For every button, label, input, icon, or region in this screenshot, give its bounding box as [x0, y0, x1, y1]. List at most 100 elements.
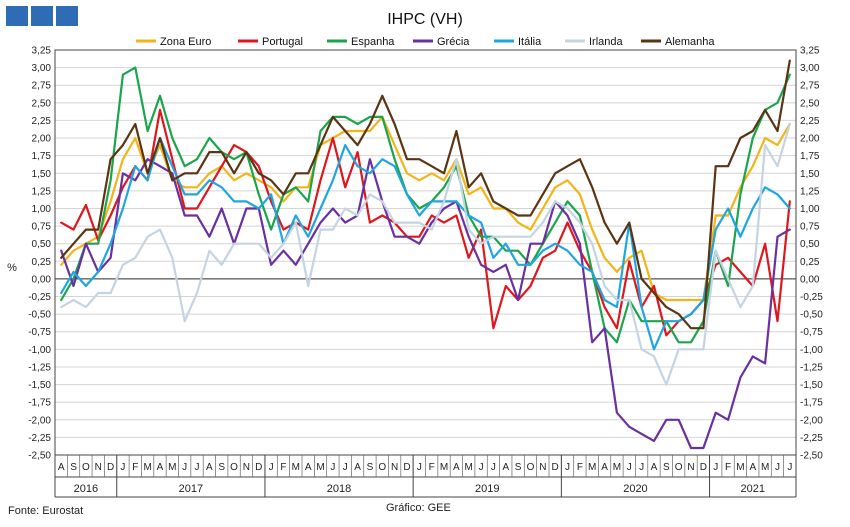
y-tick-label-right: -1,25 — [800, 362, 823, 373]
month-tick-label: S — [367, 462, 374, 473]
month-tick-label: J — [195, 462, 200, 473]
month-tick-label: J — [182, 462, 187, 473]
y-tick-label-right: 0,50 — [800, 239, 820, 250]
month-tick-label: A — [502, 462, 509, 473]
y-tick-label-left: -1,25 — [28, 362, 51, 373]
y-tick-label-right: -0,25 — [800, 292, 823, 303]
month-tick-label: D — [552, 462, 559, 473]
series-line — [60, 158, 791, 450]
plot-frame — [54, 49, 797, 456]
month-tick-label: J — [787, 462, 792, 473]
month-tick-label: J — [417, 462, 422, 473]
chart-title: IHPC (VH) — [387, 11, 463, 28]
year-label: 2017 — [179, 483, 203, 495]
y-tick-label-right: 3,00 — [800, 63, 820, 74]
y-tick-label-left: -0,25 — [28, 292, 51, 303]
y-tick-label-right: -1,75 — [800, 398, 823, 409]
year-label: 2016 — [74, 483, 98, 495]
month-tick-label: O — [230, 462, 238, 473]
month-tick-label: O — [82, 462, 90, 473]
y-tick-label-right: -2,50 — [800, 451, 823, 462]
footer-credit: Gráfico: GEE — [386, 502, 451, 514]
year-label: 2021 — [741, 483, 765, 495]
month-tick-label: J — [639, 462, 644, 473]
y-tick-label-right: 1,75 — [800, 151, 820, 162]
legend-label: Grécia — [437, 36, 470, 48]
y-tick-label-left: 1,75 — [32, 151, 52, 162]
month-tick-label: S — [515, 462, 522, 473]
y-tick-label-left: 0,25 — [32, 257, 52, 268]
month-tick-label: N — [539, 462, 546, 473]
y-tick-label-left: 2,50 — [32, 98, 52, 109]
legend-label: Itália — [518, 36, 542, 48]
y-tick-label-left: 2,75 — [32, 81, 52, 92]
month-tick-label: D — [403, 462, 410, 473]
y-tick-label-left: 0,00 — [32, 274, 52, 285]
month-tick-label: A — [354, 462, 361, 473]
month-tick-label: A — [749, 462, 756, 473]
y-tick-label-left: 3,25 — [32, 46, 52, 57]
month-tick-label: N — [687, 462, 694, 473]
series-lines — [60, 59, 791, 450]
month-tick-label: J — [330, 462, 335, 473]
year-label: 2020 — [623, 483, 647, 495]
month-tick-label: O — [378, 462, 386, 473]
logo-block-3 — [56, 6, 78, 26]
month-tick-label: S — [218, 462, 225, 473]
y-tick-label-right: 0,75 — [800, 222, 820, 233]
year-label: 2018 — [327, 483, 351, 495]
y-tick-label-left: -1,00 — [28, 345, 51, 356]
series-line — [60, 122, 791, 386]
y-tick-label-left: 1,00 — [32, 204, 52, 215]
series-line — [60, 115, 791, 302]
y-tick-label-right: 2,00 — [800, 134, 820, 145]
legend-label: Irlanda — [589, 36, 624, 48]
legend: Zona Euro Portugal Espanha Grécia Itália Irla… — [136, 36, 715, 48]
legend-label: Portugal — [262, 36, 303, 48]
axes: -2,50 -2,50 -2,25 -2,25 -2,00 -2,00 -1,75 -1,75… — [28, 46, 823, 498]
month-tick-label: F — [429, 462, 435, 473]
month-tick-label: M — [465, 462, 473, 473]
month-tick-label: D — [107, 462, 114, 473]
y-tick-label-left: 0,50 — [32, 239, 52, 250]
month-tick-label: A — [157, 462, 164, 473]
month-tick-label: F — [577, 462, 583, 473]
y-tick-label-left: -1,50 — [28, 380, 51, 391]
y-tick-label-right: -0,75 — [800, 327, 823, 338]
series-line — [60, 59, 791, 330]
y-tick-label-right: 2,25 — [800, 116, 820, 127]
month-tick-label: J — [713, 462, 718, 473]
y-tick-label-left: -2,00 — [28, 415, 51, 426]
y-tick-label-right: 0,25 — [800, 257, 820, 268]
month-tick-label: J — [491, 462, 496, 473]
y-tick-label-right: 0,00 — [800, 274, 820, 285]
legend-label: Espanha — [351, 36, 395, 48]
month-tick-label: M — [168, 462, 176, 473]
month-tick-label: A — [58, 462, 65, 473]
month-tick-label: N — [391, 462, 398, 473]
month-tick-label: D — [700, 462, 707, 473]
legend-label: Alemanha — [665, 36, 715, 48]
series-line — [60, 66, 791, 344]
y-tick-label-right: 3,25 — [800, 46, 820, 57]
month-tick-label: J — [565, 462, 570, 473]
month-tick-label: M — [440, 462, 448, 473]
month-tick-label: A — [305, 462, 312, 473]
month-tick-label: J — [775, 462, 780, 473]
footer-source: Fonte: Eurostat — [8, 505, 84, 517]
month-tick-label: J — [343, 462, 348, 473]
y-tick-label-right: -1,00 — [800, 345, 823, 356]
y-tick-label-left: -2,25 — [28, 433, 51, 444]
month-tick-label: A — [601, 462, 608, 473]
logo-block-2 — [31, 6, 53, 26]
month-tick-label: N — [95, 462, 102, 473]
month-tick-label: M — [736, 462, 744, 473]
y-tick-label-left: -0,75 — [28, 327, 51, 338]
y-tick-label-right: 1,00 — [800, 204, 820, 215]
month-tick-label: M — [588, 462, 596, 473]
month-tick-label: S — [70, 462, 77, 473]
month-tick-label: M — [613, 462, 621, 473]
month-tick-label: D — [255, 462, 262, 473]
month-tick-label: A — [206, 462, 213, 473]
y-tick-label-right: 1,25 — [800, 186, 820, 197]
